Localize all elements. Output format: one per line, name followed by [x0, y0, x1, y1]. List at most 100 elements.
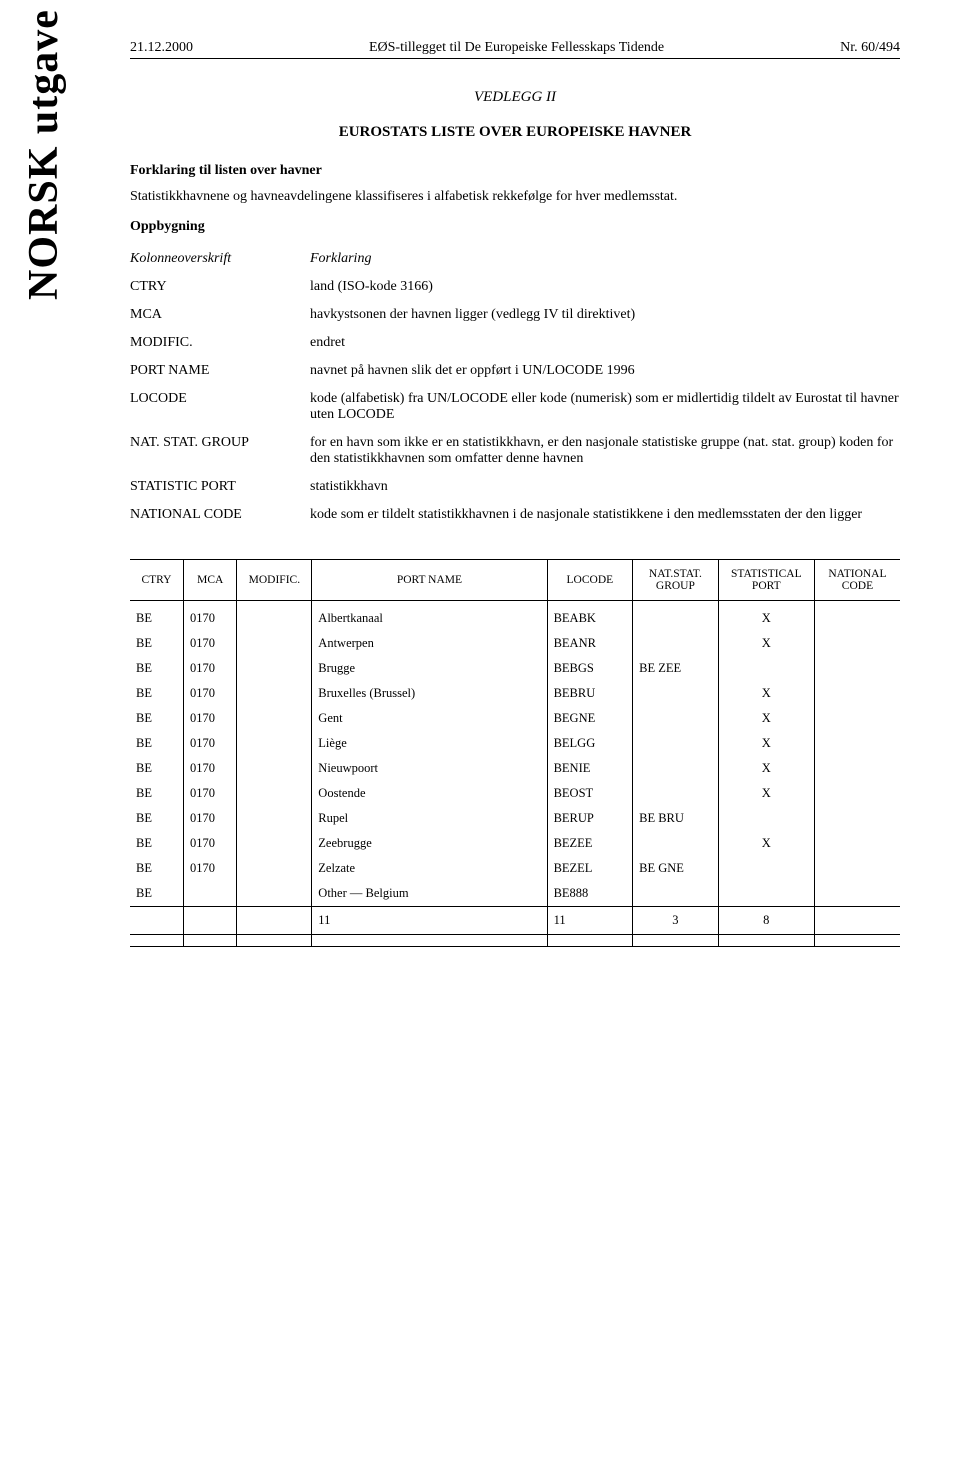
- document-subtitle: EUROSTATS LISTE OVER EUROPEISKE HAVNER: [130, 124, 900, 141]
- table-cell: [130, 935, 183, 947]
- definition-row: MODIFIC.endret: [130, 329, 900, 357]
- header-center: EØS-tillegget til De Europeiske Fellessk…: [369, 40, 664, 56]
- definition-term: LOCODE: [130, 385, 310, 429]
- table-cell: [633, 601, 719, 632]
- table-cell: BERUP: [547, 806, 633, 831]
- table-cell: BEBGS: [547, 656, 633, 681]
- table-cell: [814, 731, 900, 756]
- table-cell: [814, 781, 900, 806]
- table-row: BE0170OostendeBEOSTX: [130, 781, 900, 806]
- table-cell: X: [718, 681, 814, 706]
- table-trailing-row: [130, 935, 900, 947]
- table-cell: [718, 881, 814, 907]
- table-cell: BELGG: [547, 731, 633, 756]
- table-cell: BE: [130, 831, 183, 856]
- table-cell: 3: [633, 907, 719, 935]
- table-cell: Zeebrugge: [312, 831, 547, 856]
- table-cell: BE: [130, 806, 183, 831]
- table-cell: [633, 631, 719, 656]
- table-cell: Liège: [312, 731, 547, 756]
- table-cell: [237, 856, 312, 881]
- definition-row: PORT NAMEnavnet på havnen slik det er op…: [130, 357, 900, 385]
- annex-title: VEDLEGG II: [130, 89, 900, 106]
- table-cell: BEGNE: [547, 706, 633, 731]
- table-cell: Nieuwpoort: [312, 756, 547, 781]
- definition-term: Kolonneoverskrift: [130, 245, 310, 273]
- table-cell: BEOST: [547, 781, 633, 806]
- table-header-row: CTRY MCA MODIFIC. PORT NAME LOCODE NAT.S…: [130, 560, 900, 601]
- table-cell: Albertkanaal: [312, 601, 547, 632]
- table-cell: X: [718, 706, 814, 731]
- table-cell: [183, 935, 236, 947]
- table-row: BE0170BruggeBEBGSBE ZEE: [130, 656, 900, 681]
- table-totals-row: 111138: [130, 907, 900, 935]
- table-row: BE0170AntwerpenBEANRX: [130, 631, 900, 656]
- table-cell: [814, 756, 900, 781]
- definition-row: MCAhavkystsonen der havnen ligger (vedle…: [130, 301, 900, 329]
- table-cell: [237, 681, 312, 706]
- definition-term: PORT NAME: [130, 357, 310, 385]
- definitions-list: KolonneoverskriftForklaringCTRYland (ISO…: [130, 245, 900, 529]
- table-cell: [237, 731, 312, 756]
- table-cell: [633, 706, 719, 731]
- table-cell: [633, 781, 719, 806]
- table-cell: BE: [130, 781, 183, 806]
- definition-description: land (ISO-kode 3166): [310, 273, 900, 301]
- table-cell: [814, 656, 900, 681]
- table-cell: [633, 756, 719, 781]
- table-cell: Gent: [312, 706, 547, 731]
- table-cell: [237, 656, 312, 681]
- intro-paragraph: Statistikkhavnene og havneavdelingene kl…: [130, 189, 900, 205]
- table-cell: BEANR: [547, 631, 633, 656]
- table-cell: BE: [130, 681, 183, 706]
- col-mca: MCA: [183, 560, 236, 601]
- table-cell: [814, 881, 900, 907]
- definition-description: statistikkhavn: [310, 473, 900, 501]
- table-cell: 0170: [183, 631, 236, 656]
- table-cell: BE GNE: [633, 856, 719, 881]
- table-cell: Oostende: [312, 781, 547, 806]
- forklaring-heading: Forklaring til listen over havner: [130, 163, 900, 179]
- table-cell: BE: [130, 656, 183, 681]
- table-cell: [718, 856, 814, 881]
- table-cell: 0170: [183, 706, 236, 731]
- table-row: BE0170GentBEGNEX: [130, 706, 900, 731]
- table-row: BE0170RupelBERUPBE BRU: [130, 806, 900, 831]
- definition-row: NAT. STAT. GROUPfor en havn som ikke er …: [130, 429, 900, 473]
- table-cell: BE: [130, 756, 183, 781]
- ports-table: CTRY MCA MODIFIC. PORT NAME LOCODE NAT.S…: [130, 559, 900, 947]
- definition-term: MCA: [130, 301, 310, 329]
- table-cell: [718, 656, 814, 681]
- table-cell: X: [718, 631, 814, 656]
- table-cell: [237, 631, 312, 656]
- table-cell: 0170: [183, 856, 236, 881]
- oppbygning-heading: Oppbygning: [130, 219, 900, 235]
- table-cell: 11: [547, 907, 633, 935]
- table-cell: BE888: [547, 881, 633, 907]
- definition-row: STATISTIC PORTstatistikkhavn: [130, 473, 900, 501]
- page-header: 21.12.2000 EØS-tillegget til De Europeis…: [130, 40, 900, 59]
- table-cell: [237, 806, 312, 831]
- table-cell: Bruxelles (Brussel): [312, 681, 547, 706]
- table-cell: 0170: [183, 806, 236, 831]
- definition-row: CTRYland (ISO-kode 3166): [130, 273, 900, 301]
- definition-term: STATISTIC PORT: [130, 473, 310, 501]
- definition-term: MODIFIC.: [130, 329, 310, 357]
- table-row: BE0170AlbertkanaalBEABKX: [130, 601, 900, 632]
- table-cell: BEZEL: [547, 856, 633, 881]
- table-cell: [814, 601, 900, 632]
- table-cell: [237, 935, 312, 947]
- table-cell: X: [718, 601, 814, 632]
- table-cell: [633, 881, 719, 907]
- definition-term: CTRY: [130, 273, 310, 301]
- table-cell: BE: [130, 881, 183, 907]
- definition-row: NATIONAL CODEkode som er tildelt statist…: [130, 501, 900, 529]
- table-cell: 0170: [183, 731, 236, 756]
- table-cell: X: [718, 731, 814, 756]
- table-row: BE0170LiègeBELGGX: [130, 731, 900, 756]
- table-cell: 0170: [183, 681, 236, 706]
- table-cell: 8: [718, 907, 814, 935]
- table-cell: [237, 831, 312, 856]
- col-ctry: CTRY: [130, 560, 183, 601]
- table-cell: [718, 806, 814, 831]
